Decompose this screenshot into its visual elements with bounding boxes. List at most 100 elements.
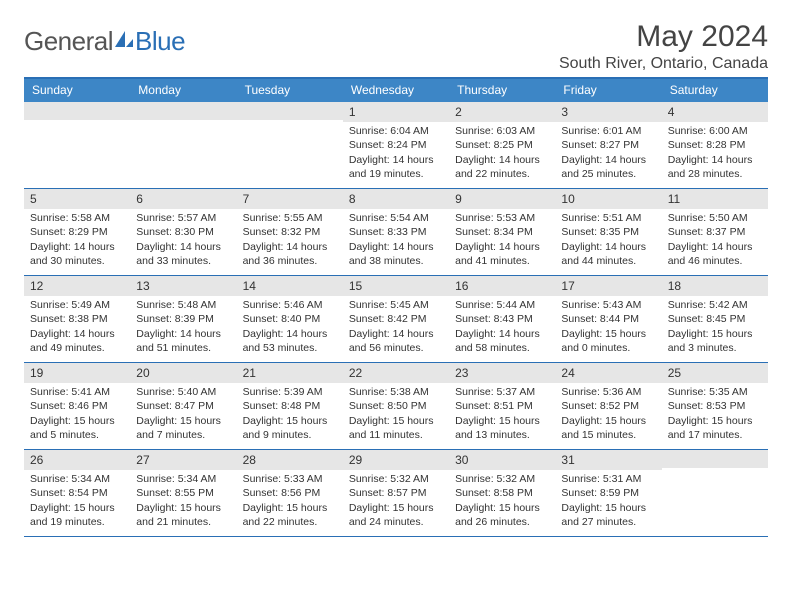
sunset-text: Sunset: 8:34 PM xyxy=(455,225,549,239)
day-body: Sunrise: 5:38 AMSunset: 8:50 PMDaylight:… xyxy=(343,383,449,446)
daylight-text: Daylight: 15 hours xyxy=(136,501,230,515)
day-number xyxy=(237,102,343,120)
daylight-text: Daylight: 14 hours xyxy=(243,240,337,254)
day-body: Sunrise: 5:50 AMSunset: 8:37 PMDaylight:… xyxy=(662,209,768,272)
location-subtitle: South River, Ontario, Canada xyxy=(559,55,768,73)
day-body: Sunrise: 5:32 AMSunset: 8:58 PMDaylight:… xyxy=(449,470,555,533)
sunrise-text: Sunrise: 5:57 AM xyxy=(136,211,230,225)
day-body: Sunrise: 5:42 AMSunset: 8:45 PMDaylight:… xyxy=(662,296,768,359)
day-cell: 26Sunrise: 5:34 AMSunset: 8:54 PMDayligh… xyxy=(24,450,130,536)
day-number: 22 xyxy=(343,363,449,383)
day-body xyxy=(24,120,130,126)
day-body: Sunrise: 6:03 AMSunset: 8:25 PMDaylight:… xyxy=(449,122,555,185)
sunset-text: Sunset: 8:48 PM xyxy=(243,399,337,413)
sunset-text: Sunset: 8:56 PM xyxy=(243,486,337,500)
daylight-text: Daylight: 15 hours xyxy=(561,327,655,341)
sunrise-text: Sunrise: 5:51 AM xyxy=(561,211,655,225)
day-body: Sunrise: 6:01 AMSunset: 8:27 PMDaylight:… xyxy=(555,122,661,185)
sunrise-text: Sunrise: 5:50 AM xyxy=(668,211,762,225)
sunset-text: Sunset: 8:47 PM xyxy=(136,399,230,413)
day-body: Sunrise: 5:37 AMSunset: 8:51 PMDaylight:… xyxy=(449,383,555,446)
daylight-text: Daylight: 15 hours xyxy=(561,414,655,428)
day-number: 3 xyxy=(555,102,661,122)
sunrise-text: Sunrise: 5:33 AM xyxy=(243,472,337,486)
day-body xyxy=(130,120,236,126)
day-body: Sunrise: 5:57 AMSunset: 8:30 PMDaylight:… xyxy=(130,209,236,272)
sunset-text: Sunset: 8:57 PM xyxy=(349,486,443,500)
daylight-text: Daylight: 14 hours xyxy=(349,153,443,167)
day-cell: 21Sunrise: 5:39 AMSunset: 8:48 PMDayligh… xyxy=(237,363,343,449)
daylight-text: Daylight: 14 hours xyxy=(136,327,230,341)
day-body xyxy=(237,120,343,126)
dow-thursday: Thursday xyxy=(449,79,555,102)
daylight-text: and 3 minutes. xyxy=(668,341,762,355)
calendar-grid: Sunday Monday Tuesday Wednesday Thursday… xyxy=(24,77,768,537)
week-row: 26Sunrise: 5:34 AMSunset: 8:54 PMDayligh… xyxy=(24,450,768,537)
day-cell: 29Sunrise: 5:32 AMSunset: 8:57 PMDayligh… xyxy=(343,450,449,536)
week-row: 1Sunrise: 6:04 AMSunset: 8:24 PMDaylight… xyxy=(24,102,768,189)
day-number: 12 xyxy=(24,276,130,296)
day-cell: 10Sunrise: 5:51 AMSunset: 8:35 PMDayligh… xyxy=(555,189,661,275)
daylight-text: and 24 minutes. xyxy=(349,515,443,529)
daylight-text: and 56 minutes. xyxy=(349,341,443,355)
daylight-text: Daylight: 15 hours xyxy=(30,501,124,515)
daylight-text: and 13 minutes. xyxy=(455,428,549,442)
sunset-text: Sunset: 8:42 PM xyxy=(349,312,443,326)
day-cell: 14Sunrise: 5:46 AMSunset: 8:40 PMDayligh… xyxy=(237,276,343,362)
daylight-text: and 26 minutes. xyxy=(455,515,549,529)
daylight-text: and 19 minutes. xyxy=(30,515,124,529)
daylight-text: Daylight: 15 hours xyxy=(455,414,549,428)
dow-wednesday: Wednesday xyxy=(343,79,449,102)
daylight-text: and 22 minutes. xyxy=(455,167,549,181)
day-cell: 12Sunrise: 5:49 AMSunset: 8:38 PMDayligh… xyxy=(24,276,130,362)
day-number: 7 xyxy=(237,189,343,209)
day-number: 20 xyxy=(130,363,236,383)
daylight-text: Daylight: 14 hours xyxy=(668,240,762,254)
day-of-week-header-row: Sunday Monday Tuesday Wednesday Thursday… xyxy=(24,79,768,102)
day-number: 24 xyxy=(555,363,661,383)
day-cell: 23Sunrise: 5:37 AMSunset: 8:51 PMDayligh… xyxy=(449,363,555,449)
daylight-text: Daylight: 15 hours xyxy=(668,327,762,341)
sunset-text: Sunset: 8:45 PM xyxy=(668,312,762,326)
day-body: Sunrise: 5:34 AMSunset: 8:54 PMDaylight:… xyxy=(24,470,130,533)
day-cell: 11Sunrise: 5:50 AMSunset: 8:37 PMDayligh… xyxy=(662,189,768,275)
day-body: Sunrise: 5:43 AMSunset: 8:44 PMDaylight:… xyxy=(555,296,661,359)
day-cell: 5Sunrise: 5:58 AMSunset: 8:29 PMDaylight… xyxy=(24,189,130,275)
daylight-text: and 11 minutes. xyxy=(349,428,443,442)
day-body: Sunrise: 5:54 AMSunset: 8:33 PMDaylight:… xyxy=(343,209,449,272)
day-cell: 28Sunrise: 5:33 AMSunset: 8:56 PMDayligh… xyxy=(237,450,343,536)
daylight-text: Daylight: 14 hours xyxy=(455,240,549,254)
sunset-text: Sunset: 8:54 PM xyxy=(30,486,124,500)
title-block: May 2024 South River, Ontario, Canada xyxy=(559,20,768,73)
day-cell: 15Sunrise: 5:45 AMSunset: 8:42 PMDayligh… xyxy=(343,276,449,362)
day-cell: 3Sunrise: 6:01 AMSunset: 8:27 PMDaylight… xyxy=(555,102,661,188)
sunrise-text: Sunrise: 5:42 AM xyxy=(668,298,762,312)
daylight-text: and 5 minutes. xyxy=(30,428,124,442)
sunrise-text: Sunrise: 5:34 AM xyxy=(30,472,124,486)
day-body: Sunrise: 5:51 AMSunset: 8:35 PMDaylight:… xyxy=(555,209,661,272)
sunrise-text: Sunrise: 5:41 AM xyxy=(30,385,124,399)
logo-text-blue: Blue xyxy=(135,26,185,57)
sunrise-text: Sunrise: 6:00 AM xyxy=(668,124,762,138)
daylight-text: and 38 minutes. xyxy=(349,254,443,268)
day-body: Sunrise: 5:34 AMSunset: 8:55 PMDaylight:… xyxy=(130,470,236,533)
day-cell xyxy=(237,102,343,188)
day-body: Sunrise: 5:33 AMSunset: 8:56 PMDaylight:… xyxy=(237,470,343,533)
daylight-text: Daylight: 14 hours xyxy=(668,153,762,167)
day-body: Sunrise: 5:41 AMSunset: 8:46 PMDaylight:… xyxy=(24,383,130,446)
daylight-text: Daylight: 14 hours xyxy=(349,240,443,254)
daylight-text: Daylight: 15 hours xyxy=(561,501,655,515)
daylight-text: Daylight: 15 hours xyxy=(30,414,124,428)
day-body: Sunrise: 5:36 AMSunset: 8:52 PMDaylight:… xyxy=(555,383,661,446)
day-number: 25 xyxy=(662,363,768,383)
sunrise-text: Sunrise: 5:53 AM xyxy=(455,211,549,225)
daylight-text: Daylight: 14 hours xyxy=(243,327,337,341)
day-number: 30 xyxy=(449,450,555,470)
logo-text-general: General xyxy=(24,26,113,57)
sunrise-text: Sunrise: 5:32 AM xyxy=(349,472,443,486)
day-number: 11 xyxy=(662,189,768,209)
sunset-text: Sunset: 8:37 PM xyxy=(668,225,762,239)
daylight-text: Daylight: 14 hours xyxy=(455,327,549,341)
sunrise-text: Sunrise: 5:35 AM xyxy=(668,385,762,399)
day-number: 15 xyxy=(343,276,449,296)
